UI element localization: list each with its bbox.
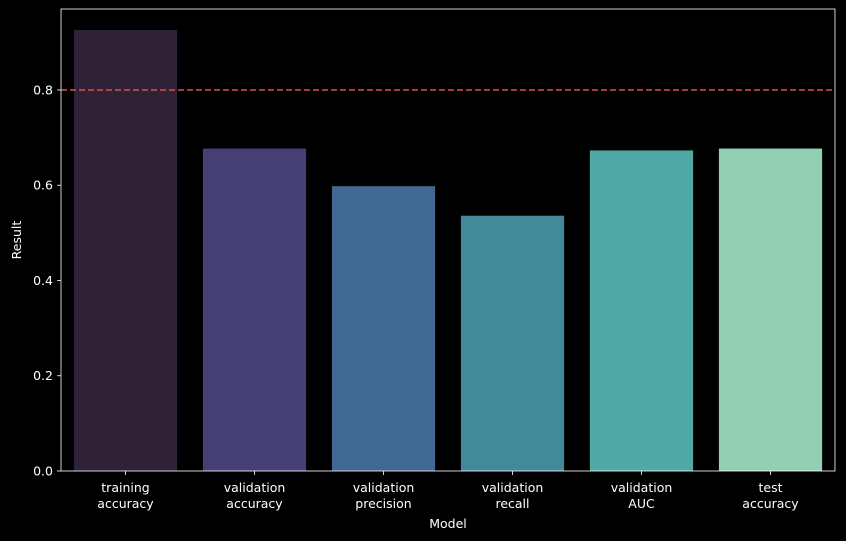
x-tick-label-line: recall — [495, 496, 529, 511]
x-tick-label-line: test — [758, 480, 782, 495]
y-tick-label-1: 0.2 — [33, 368, 53, 383]
y-tick-label-4: 0.8 — [33, 82, 53, 97]
y-tick-label-2: 0.4 — [33, 273, 53, 288]
x-tick-label-1: validation accuracy — [224, 480, 286, 511]
x-tick-label-line: training — [101, 480, 149, 495]
x-tick-label-line: validation — [611, 480, 673, 495]
y-axis-label: Result — [9, 221, 24, 260]
bar-1 — [202, 148, 307, 471]
x-tick-label-line: accuracy — [742, 496, 799, 511]
y-tick-label-0: 0.0 — [33, 464, 53, 479]
bar-5 — [718, 148, 823, 471]
x-tick-label-2: validation precision — [353, 480, 415, 511]
x-tick-label-line: accuracy — [97, 496, 154, 511]
bar-2 — [331, 186, 436, 471]
x-tick-label-line: validation — [224, 480, 286, 495]
x-tick-label-line: accuracy — [226, 496, 283, 511]
y-axis-ticks: 0.0 0.2 0.4 0.6 0.8 — [33, 82, 61, 479]
bar-3 — [460, 215, 565, 471]
bar-4 — [589, 150, 694, 471]
x-tick-label-line: precision — [355, 496, 411, 511]
x-axis-label: Model — [429, 516, 467, 531]
plot-frame — [60, 8, 836, 472]
x-tick-label-4: validation AUC — [611, 480, 673, 511]
bars-layer — [73, 29, 823, 472]
bar-0 — [73, 29, 178, 472]
y-tick-label-3: 0.6 — [33, 178, 53, 193]
x-tick-label-line: validation — [353, 480, 415, 495]
x-tick-label-0: training accuracy — [97, 480, 154, 511]
x-tick-label-line: AUC — [628, 496, 655, 511]
x-tick-label-5: test accuracy — [742, 480, 799, 511]
x-tick-label-line: validation — [482, 480, 544, 495]
x-tick-label-3: validation recall — [482, 480, 544, 511]
